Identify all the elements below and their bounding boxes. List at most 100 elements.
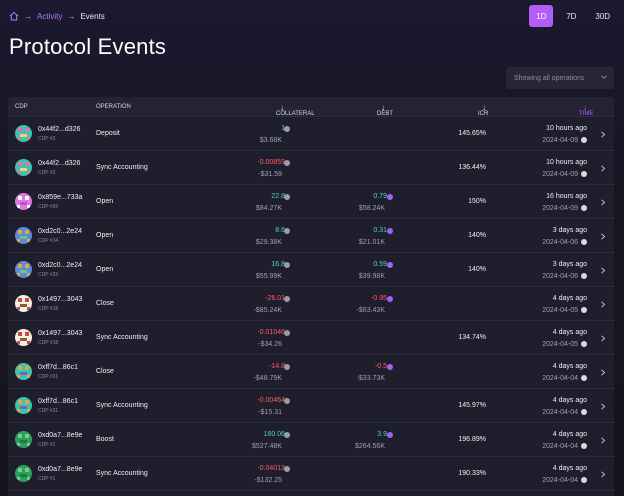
table-row[interactable]: 0xd0a7...8e9e CDP #1 Sync Accounting -0.040… xyxy=(8,457,614,491)
collateral-value: -26.01 xyxy=(265,295,285,302)
breadcrumb-activity-link[interactable]: Activity xyxy=(37,11,63,21)
chevron-right-icon[interactable] xyxy=(600,267,606,274)
explorer-link-icon[interactable] xyxy=(581,341,587,347)
explorer-link-icon[interactable] xyxy=(581,239,587,245)
home-icon[interactable] xyxy=(9,11,19,21)
sort-arrow-icon[interactable]: ↓ xyxy=(381,103,385,112)
operation-filter-select[interactable]: Showing all operations xyxy=(506,67,614,89)
chevron-right-icon[interactable] xyxy=(600,301,606,308)
chevron-right-icon[interactable] xyxy=(600,131,606,138)
collateral-usd: -$34.26 xyxy=(258,341,282,348)
debt-value: -0.5 xyxy=(374,363,387,370)
collateral-token-icon xyxy=(284,126,290,132)
event-date: 2024-04-04 xyxy=(542,443,587,450)
debt-value: 0.59 xyxy=(373,261,387,268)
chevron-right-icon[interactable] xyxy=(600,403,606,410)
top-bar: → Activity → Events 1D 7D 30D xyxy=(0,0,624,30)
cdp-avatar-icon xyxy=(15,431,32,448)
sort-arrow-icon[interactable]: ↓ xyxy=(482,103,486,112)
time-relative: 4 days ago xyxy=(552,465,587,472)
table-row[interactable]: 0xff7d...86c1 CDP #31 Sync Accounting -0.00… xyxy=(8,389,614,423)
debt-token-icon xyxy=(387,364,393,370)
explorer-link-icon[interactable] xyxy=(581,307,587,313)
cdp-number: CDP #34 xyxy=(38,238,59,244)
event-date: 2024-04-09 xyxy=(542,137,587,144)
cdp-address-link[interactable]: 0xd0a7...8e9e xyxy=(38,432,83,439)
chevron-right-icon[interactable] xyxy=(600,437,606,444)
range-30d-button[interactable]: 30D xyxy=(595,11,610,21)
operation-label: Sync Accounting xyxy=(96,402,148,409)
operation-label: Sync Accounting xyxy=(96,334,148,341)
chevron-right-icon[interactable] xyxy=(600,165,606,172)
operation-label: Open xyxy=(96,198,114,205)
debt-value: 3.9 xyxy=(377,431,387,438)
explorer-link-icon[interactable] xyxy=(581,443,587,449)
header-time[interactable]: TIME ↓ xyxy=(579,103,594,117)
time-relative: 4 days ago xyxy=(552,431,587,438)
collateral-token-icon xyxy=(284,432,290,438)
cdp-address-link[interactable]: 0xd2c0...2e24 xyxy=(38,228,82,235)
operation-label: Sync Accounting xyxy=(96,470,148,477)
cdp-address-link[interactable]: 0x1497...3043 xyxy=(38,296,83,303)
debt-value: -0.95 xyxy=(371,295,387,302)
explorer-link-icon[interactable] xyxy=(581,409,587,415)
collateral-usd: $29.38K xyxy=(255,239,282,246)
cdp-address-link[interactable]: 0x1497...3043 xyxy=(38,330,83,337)
cdp-address-link[interactable]: 0x859e...733a xyxy=(38,194,83,201)
sort-arrow-icon[interactable]: ↓ xyxy=(280,103,284,112)
chevron-right-icon[interactable] xyxy=(600,233,606,240)
debt-value: 0.31 xyxy=(373,227,387,234)
operation-label: Sync Accounting xyxy=(96,164,148,171)
collateral-usd: -$48.79K xyxy=(253,375,282,382)
table-row[interactable]: 0x1497...3043 CDP #18 Close -26.01 -$85.24K -… xyxy=(8,287,614,321)
table-row[interactable]: 0xd0a7...8e9e CDP #1 Boost 160.06 $527.48K 3.… xyxy=(8,423,614,457)
debt-token-icon xyxy=(387,228,393,234)
range-7d-button[interactable]: 7D xyxy=(566,11,577,21)
cdp-address-link[interactable]: 0x44f2...d326 xyxy=(38,126,81,133)
debt-token-icon xyxy=(387,296,393,302)
cdp-address-link[interactable]: 0xff7d...86c1 xyxy=(38,398,78,405)
debt-usd: -$33.73K xyxy=(356,375,385,382)
header-icr[interactable]: ICR ↓ xyxy=(478,103,489,117)
header-collateral[interactable]: COLLATERAL ↓ xyxy=(276,103,315,117)
explorer-link-icon[interactable] xyxy=(581,137,587,143)
breadcrumb: → Activity → Events xyxy=(9,11,105,21)
collateral-value: 8.6 xyxy=(275,227,285,234)
collateral-token-icon xyxy=(284,228,290,234)
explorer-link-icon[interactable] xyxy=(581,205,587,211)
table-row[interactable]: 0xd2c0...2e24 CDP #34 Open 8.6 $29.38K 0.31 $2… xyxy=(8,219,614,253)
collateral-token-icon xyxy=(284,466,290,472)
table-row[interactable]: 0x44f2...d326 CDP #3 Deposit 1 $3.68K 145.65%… xyxy=(8,117,614,151)
table-row[interactable]: 0x859e...733a CDP #65 Open 22.8 $84.27K 0.79 $… xyxy=(8,185,614,219)
cdp-address-link[interactable]: 0x44f2...d326 xyxy=(38,160,81,167)
range-1d-button[interactable]: 1D xyxy=(529,5,554,27)
collateral-usd: -$85.24K xyxy=(253,307,282,314)
explorer-link-icon[interactable] xyxy=(581,171,587,177)
event-date: 2024-04-05 xyxy=(542,307,587,314)
header-debt[interactable]: DEBT ↓ xyxy=(377,103,394,117)
cdp-number: CDP #3 xyxy=(38,136,56,142)
time-relative: 10 hours ago xyxy=(546,159,587,166)
cdp-avatar-icon xyxy=(15,397,32,414)
cdp-number: CDP #18 xyxy=(38,306,59,312)
icr-value: 145.97% xyxy=(458,402,486,409)
table-row[interactable]: 0x44f2...d326 CDP #3 Sync Accounting -0.008… xyxy=(8,151,614,185)
table-row[interactable]: 0x1497...3043 CDP #18 Sync Accounting -0.01… xyxy=(8,321,614,355)
chevron-right-icon[interactable] xyxy=(600,335,606,342)
chevron-right-icon[interactable] xyxy=(600,199,606,206)
table-body: 0x44f2...d326 CDP #3 Deposit 1 $3.68K 145.65%… xyxy=(8,117,614,491)
cdp-address-link[interactable]: 0xd0a7...8e9e xyxy=(38,466,83,473)
time-relative: 4 days ago xyxy=(552,363,587,370)
collateral-token-icon xyxy=(284,330,290,336)
explorer-link-icon[interactable] xyxy=(581,477,587,483)
explorer-link-icon[interactable] xyxy=(581,375,587,381)
sort-arrow-icon[interactable]: ↓ xyxy=(583,103,587,112)
explorer-link-icon[interactable] xyxy=(581,273,587,279)
table-row[interactable]: 0xff7d...86c1 CDP #31 Close -14.8 -$48.79K -0… xyxy=(8,355,614,389)
cdp-address-link[interactable]: 0xd2c0...2e24 xyxy=(38,262,82,269)
cdp-address-link[interactable]: 0xff7d...86c1 xyxy=(38,364,78,371)
table-row[interactable]: 0xd2c0...2e24 CDP #33 Open 16.8 $55.99K 0.59 $… xyxy=(8,253,614,287)
chevron-right-icon[interactable] xyxy=(600,471,606,478)
chevron-right-icon[interactable] xyxy=(600,369,606,376)
collateral-usd: $527.48K xyxy=(252,443,282,450)
